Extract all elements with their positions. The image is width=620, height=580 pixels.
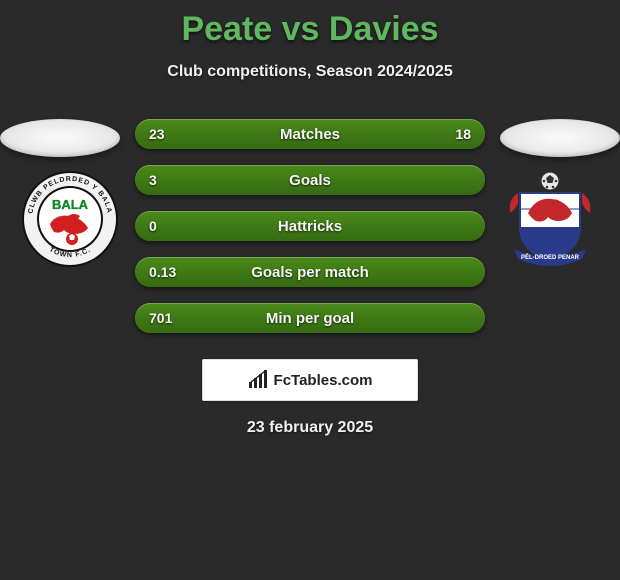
subtitle: Club competitions, Season 2024/2025 [0, 63, 620, 81]
stat-left-value: 23 [149, 126, 165, 142]
stat-label: Matches [280, 126, 340, 143]
club-badge-left: CLWB PELDRDED Y BALA TOWN F.C. BALA [20, 169, 120, 269]
root: Peate vs Davies Club competitions, Seaso… [0, 0, 620, 580]
stat-left-value: 3 [149, 172, 157, 188]
stat-label: Min per goal [266, 310, 354, 327]
stat-label: Goals per match [251, 264, 369, 281]
svg-text:BALA: BALA [52, 197, 89, 212]
fctables-label: FcTables.com [274, 372, 373, 389]
main-area: CLWB PELDRDED Y BALA TOWN F.C. BALA [0, 119, 620, 437]
stat-bar-matches: 23 Matches 18 [135, 119, 485, 149]
stat-bar-hattricks: 0 Hattricks [135, 211, 485, 241]
stat-left-value: 701 [149, 310, 172, 326]
stat-label: Hattricks [278, 218, 342, 235]
fctables-link[interactable]: FcTables.com [202, 359, 418, 401]
stat-left-value: 0.13 [149, 264, 176, 280]
svg-text:PÊL-DROED PENAR: PÊL-DROED PENAR [521, 253, 580, 261]
page-title: Peate vs Davies [0, 0, 620, 49]
stat-bar-goals: 3 Goals [135, 165, 485, 195]
club-badge-right: PÊL-DROED PENAR [500, 169, 600, 269]
bar-chart-icon [248, 370, 270, 390]
right-ellipse [500, 119, 620, 157]
left-ellipse [0, 119, 120, 157]
bala-badge-svg: CLWB PELDRDED Y BALA TOWN F.C. BALA [20, 169, 120, 269]
stat-label: Goals [289, 172, 331, 189]
stat-right-value: 18 [455, 126, 471, 142]
stat-bar-goals-per-match: 0.13 Goals per match [135, 257, 485, 287]
stat-bar-min-per-goal: 701 Min per goal [135, 303, 485, 333]
stat-left-value: 0 [149, 218, 157, 234]
date-text: 23 february 2025 [0, 419, 620, 437]
right-badge-svg: PÊL-DROED PENAR [500, 169, 600, 269]
stats-list: 23 Matches 18 3 Goals 0 Hattricks 0.13 G… [135, 119, 485, 333]
